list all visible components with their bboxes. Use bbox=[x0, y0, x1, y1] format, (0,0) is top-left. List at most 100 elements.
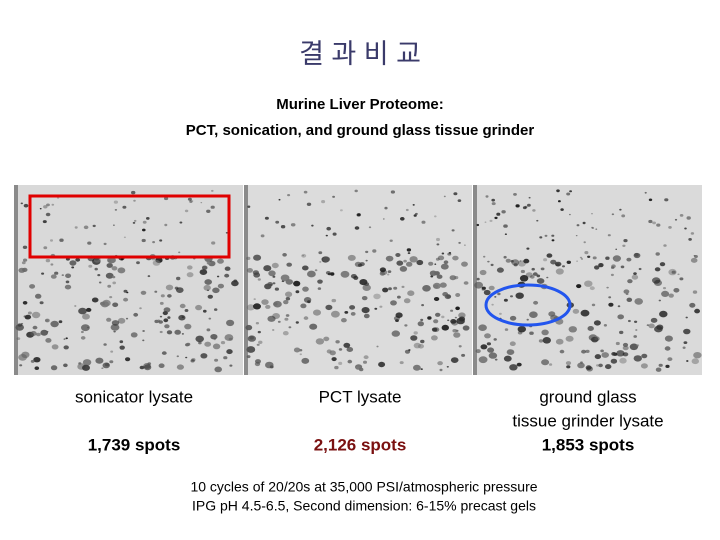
gel-spot bbox=[387, 270, 392, 273]
gel-spot bbox=[455, 306, 460, 311]
gel-spot bbox=[301, 253, 307, 258]
gel-spot bbox=[107, 284, 112, 288]
gel-spot bbox=[654, 325, 663, 333]
gel-spot bbox=[629, 343, 639, 351]
gel-spot bbox=[159, 330, 163, 334]
gel-spot bbox=[619, 357, 627, 364]
gel-spot bbox=[462, 325, 470, 331]
gel-spot bbox=[529, 331, 534, 335]
gel-spot bbox=[184, 209, 189, 213]
gel-spot bbox=[32, 325, 38, 330]
gel-spot bbox=[443, 195, 446, 198]
gel-spot bbox=[379, 305, 383, 308]
gel-spot bbox=[350, 312, 356, 316]
gel-spot bbox=[436, 243, 440, 246]
gel-spot bbox=[283, 300, 289, 305]
gel-spot bbox=[549, 363, 553, 366]
gel-spot bbox=[255, 322, 259, 325]
gel-spot bbox=[532, 272, 538, 276]
gel-spot bbox=[327, 272, 331, 276]
gel-spot bbox=[303, 190, 308, 194]
gel-spot bbox=[50, 239, 53, 242]
gel-spot bbox=[451, 229, 455, 232]
gel-spot bbox=[389, 239, 393, 242]
gel-spot bbox=[679, 277, 684, 281]
gel-spot bbox=[214, 358, 219, 362]
gel-spot bbox=[636, 344, 640, 347]
gel-spot bbox=[542, 337, 551, 344]
gel-spot bbox=[619, 330, 624, 335]
gel-spot bbox=[355, 366, 360, 370]
gel-spot bbox=[682, 346, 686, 349]
gel-spot bbox=[387, 273, 390, 276]
gel-spot bbox=[92, 224, 96, 228]
gel-spot bbox=[61, 274, 64, 276]
gel-spot bbox=[546, 253, 553, 258]
gel-spot bbox=[652, 221, 656, 225]
gel-spot bbox=[212, 343, 221, 350]
gel-spot bbox=[65, 337, 68, 340]
gel-spot bbox=[302, 265, 309, 271]
gel-spot bbox=[541, 359, 550, 366]
gel-spot bbox=[261, 299, 269, 305]
gel-spot bbox=[111, 266, 118, 271]
gel-spot bbox=[406, 261, 413, 267]
gel-spot bbox=[572, 308, 580, 314]
gel-spot bbox=[686, 360, 689, 362]
gel-spot bbox=[436, 274, 443, 279]
gel-spot bbox=[285, 314, 290, 317]
gel-spot bbox=[199, 269, 208, 275]
gel-spot bbox=[374, 307, 378, 310]
gel-spot bbox=[226, 319, 235, 327]
gel-edge bbox=[244, 185, 248, 375]
gel-spot bbox=[321, 200, 326, 204]
gel-spot bbox=[633, 335, 637, 338]
gel-spot bbox=[159, 315, 163, 318]
gel-spot bbox=[110, 350, 114, 353]
gel-spot bbox=[142, 220, 147, 224]
gel-spot bbox=[131, 190, 136, 195]
gel-spot bbox=[441, 324, 449, 331]
gel-spot bbox=[272, 329, 275, 331]
gel-spot bbox=[399, 266, 408, 272]
gel-spot bbox=[431, 335, 438, 341]
gel-spot bbox=[417, 321, 424, 327]
gel-spot bbox=[195, 304, 203, 311]
gel-spot bbox=[536, 278, 545, 284]
gel-spot bbox=[453, 192, 458, 196]
gel-spot bbox=[601, 352, 609, 358]
gel-spot bbox=[285, 297, 291, 301]
gel-spot bbox=[365, 250, 369, 254]
gel-spot bbox=[603, 324, 608, 327]
gel-spot bbox=[133, 312, 139, 317]
gel-spot bbox=[635, 329, 638, 331]
gel-spot bbox=[661, 290, 670, 297]
gel-spot bbox=[493, 338, 497, 341]
gel-spot bbox=[30, 359, 35, 363]
gel-spot bbox=[100, 301, 109, 308]
gel-spot bbox=[506, 349, 515, 355]
gel-spot bbox=[581, 349, 587, 354]
gel-spot bbox=[442, 292, 449, 297]
gel-spot bbox=[184, 309, 189, 312]
gel-spot bbox=[125, 357, 131, 362]
gel-spot bbox=[641, 353, 648, 359]
footer-line: 10 cycles of 20/20s at 35,000 PSI/atmosp… bbox=[190, 479, 537, 495]
gel-spot bbox=[406, 248, 412, 252]
gel-spot bbox=[484, 333, 491, 339]
gel-spot bbox=[558, 200, 561, 203]
gel-spot bbox=[107, 259, 112, 263]
gel-spot bbox=[569, 190, 572, 193]
gel-spot bbox=[421, 304, 424, 307]
gel-spot bbox=[668, 268, 677, 276]
gel-spot bbox=[287, 194, 291, 197]
gel-spot bbox=[503, 298, 508, 302]
gel-spot bbox=[315, 338, 325, 345]
panel-label: sonicator lysate bbox=[75, 387, 193, 406]
gel-spot bbox=[693, 255, 696, 257]
slide-title: 결 과 비 교 bbox=[299, 39, 421, 69]
gel-spot bbox=[105, 272, 114, 279]
gel-spot bbox=[22, 301, 28, 305]
gel-spot bbox=[407, 252, 411, 255]
